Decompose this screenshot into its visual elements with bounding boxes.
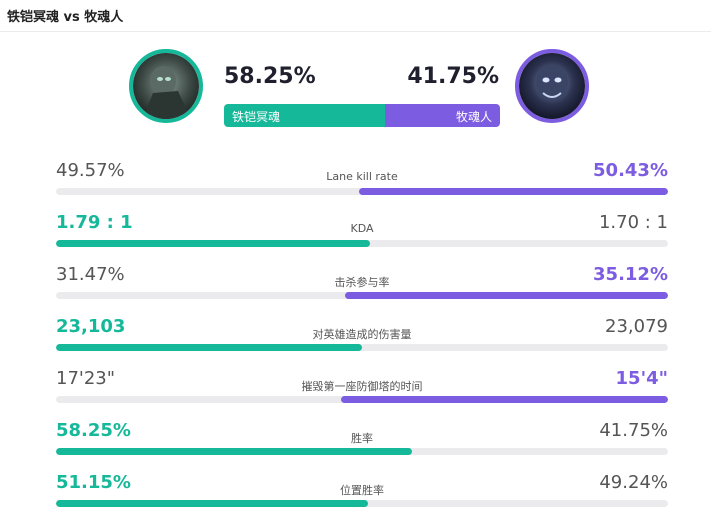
stat-bar-fill (341, 396, 668, 403)
stat-left-value: 49.57% (56, 160, 125, 181)
stat-row: 23,103 23,079 对英雄造成的伤害量 (56, 316, 668, 356)
stat-right-value: 50.43% (593, 160, 668, 181)
champion-portrait-icon (519, 53, 585, 119)
stat-left-value: 17'23" (56, 368, 116, 389)
stat-left-value: 58.25% (56, 420, 131, 441)
stat-bar-track (56, 188, 668, 195)
left-win-share-segment: 铁铠冥魂 (224, 104, 385, 127)
stat-label: 位置胜率 (340, 484, 384, 497)
stat-label: 对英雄造成的伤害量 (312, 328, 412, 341)
stat-right-value: 49.24% (599, 472, 668, 493)
stat-row: 31.47% 35.12% 击杀参与率 (56, 264, 668, 304)
header-bar: 铁铠冥魂 vs 牧魂人 (0, 0, 711, 32)
stat-bar-fill (56, 240, 370, 247)
stat-left-value: 1.79 : 1 (56, 212, 133, 233)
stat-right-value: 15'4" (615, 368, 668, 389)
right-win-percentage: 41.75% (407, 64, 499, 89)
stat-bar-fill (345, 292, 668, 299)
stat-row: 58.25% 41.75% 胜率 (56, 420, 668, 460)
stat-row: 49.57% 50.43% Lane kill rate (56, 160, 668, 200)
stat-bar-fill (56, 500, 368, 507)
left-champion-name: 铁铠冥魂 (232, 110, 281, 124)
stat-right-value: 23,079 (605, 316, 668, 337)
stat-bar-fill (56, 344, 363, 351)
stat-row: 51.15% 49.24% 位置胜率 (56, 472, 668, 512)
champion-portrait-icon (133, 53, 199, 119)
stat-bar-track (56, 448, 668, 455)
stat-left-value: 51.15% (56, 472, 131, 493)
stat-bar-fill (56, 448, 413, 455)
stat-bar-fill (359, 188, 668, 195)
stat-bar-track (56, 396, 668, 403)
stat-label: 摧毁第一座防御塔的时间 (301, 380, 423, 393)
stat-right-value: 35.12% (593, 264, 668, 285)
stat-label: 胜率 (351, 432, 373, 445)
stat-bar-track (56, 500, 668, 507)
stat-left-value: 23,103 (56, 316, 126, 337)
right-win-share-segment: 牧魂人 (384, 104, 500, 127)
stat-row: 17'23" 15'4" 摧毁第一座防御塔的时间 (56, 368, 668, 408)
stat-label: Lane kill rate (326, 170, 398, 183)
stat-right-value: 1.70 : 1 (598, 212, 668, 233)
stat-label: 击杀参与率 (334, 276, 390, 289)
stat-right-value: 41.75% (599, 420, 668, 441)
win-share-bar: 铁铠冥魂 牧魂人 (224, 104, 500, 127)
right-champion-avatar[interactable] (515, 49, 589, 123)
stat-bar-track (56, 292, 668, 299)
stat-row: 1.79 : 1 1.70 : 1 KDA (56, 212, 668, 252)
page-title: 铁铠冥魂 vs 牧魂人 (7, 10, 124, 25)
left-champion-avatar[interactable] (129, 49, 203, 123)
stat-label: KDA (350, 222, 374, 235)
right-champion-name: 牧魂人 (455, 110, 492, 124)
stat-bar-track (56, 240, 668, 247)
stat-left-value: 31.47% (56, 264, 125, 285)
left-win-percentage: 58.25% (224, 64, 316, 89)
stat-bar-track (56, 344, 668, 351)
